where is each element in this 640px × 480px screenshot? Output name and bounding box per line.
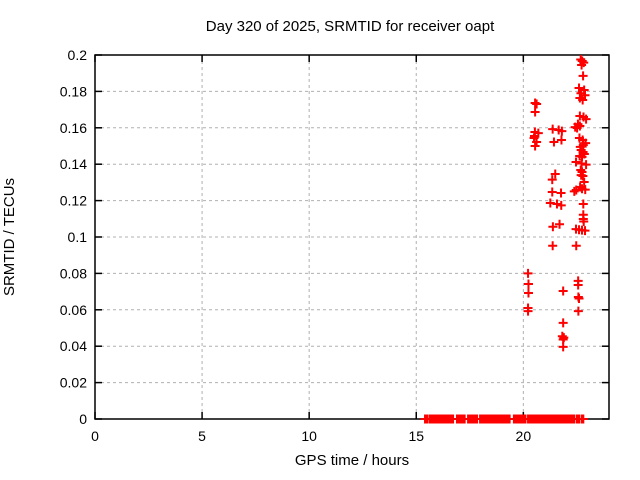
chart-title: Day 320 of 2025, SRMTID for receiver oap… xyxy=(206,18,495,35)
data-point-marker xyxy=(549,137,559,147)
x-tick-label: 5 xyxy=(198,428,206,444)
data-point-marker xyxy=(572,123,582,133)
x-tick-label: 10 xyxy=(301,428,317,444)
data-point-marker xyxy=(578,71,588,81)
y-tick-label: 0.06 xyxy=(60,302,87,318)
data-point-marker xyxy=(548,241,558,251)
data-point-marker xyxy=(580,90,590,100)
data-point-marker xyxy=(579,217,589,227)
data-point-marker xyxy=(550,169,560,179)
data-point-marker xyxy=(523,279,533,289)
y-tick-label: 0.2 xyxy=(68,47,88,63)
y-tick-label: 0.14 xyxy=(60,156,87,172)
plot-border xyxy=(94,54,610,420)
data-point-marker xyxy=(545,198,555,208)
data-point-marker xyxy=(574,83,584,93)
data-point-marker xyxy=(578,199,588,209)
data-point-marker xyxy=(574,294,584,304)
data-point-marker xyxy=(523,306,533,316)
data-point-marker xyxy=(532,137,542,147)
data-point-marker xyxy=(558,286,568,296)
data-point-marker xyxy=(552,199,562,209)
y-tick-label: 0 xyxy=(79,411,87,427)
y-tick-label: 0.02 xyxy=(60,375,87,391)
data-point-marker xyxy=(556,188,566,198)
gridlines xyxy=(95,55,609,419)
x-tick-labels: 0 5 10 15 20 xyxy=(91,428,531,444)
data-point-marker xyxy=(556,135,566,145)
data-point-marker xyxy=(573,280,583,290)
x-axis-label: GPS time / hours xyxy=(295,452,409,469)
data-point-marker xyxy=(573,306,583,316)
y-axis-label: SRMTID / TECUs xyxy=(1,178,18,296)
data-point-marker xyxy=(580,185,590,195)
data-point-marker xyxy=(547,175,557,185)
y-tick-label: 0.18 xyxy=(60,83,87,99)
data-point-marker xyxy=(556,200,566,210)
y-tick-label: 0.1 xyxy=(68,229,88,245)
data-point-marker xyxy=(548,222,558,232)
data-point-marker xyxy=(578,171,588,181)
data-point-marker xyxy=(575,182,585,192)
data-point-marker xyxy=(557,126,567,136)
data-point-marker xyxy=(558,342,568,352)
data-point-marker xyxy=(580,226,590,236)
data-point-marker xyxy=(578,95,588,105)
data-point-marker xyxy=(523,288,533,298)
y-tick-label: 0.16 xyxy=(60,120,87,136)
y-tick-labels: 0 0.02 0.04 0.06 0.08 0.1 0.12 0.14 0.16 0.18 0.2 xyxy=(60,47,87,427)
data-point-marker xyxy=(581,160,591,170)
data-point-marker xyxy=(558,318,568,328)
axis-ticks xyxy=(94,54,609,420)
data-point-marker xyxy=(569,186,579,196)
x-tick-label: 20 xyxy=(516,428,532,444)
data-points xyxy=(420,55,591,424)
data-point-marker xyxy=(547,187,557,197)
data-point-marker xyxy=(577,60,587,70)
y-tick-label: 0.12 xyxy=(60,193,87,209)
x-tick-label: 0 xyxy=(91,428,99,444)
data-point-marker xyxy=(578,414,588,424)
data-point-marker xyxy=(581,114,591,124)
data-point-marker xyxy=(555,219,565,229)
x-tick-label: 15 xyxy=(408,428,424,444)
y-tick-label: 0.04 xyxy=(60,338,87,354)
data-point-marker xyxy=(530,141,540,151)
data-point-marker xyxy=(532,99,542,109)
y-tick-label: 0.08 xyxy=(60,265,87,281)
data-point-marker xyxy=(579,177,589,187)
data-point-marker xyxy=(530,107,540,117)
data-point-marker xyxy=(571,157,581,167)
data-point-marker xyxy=(523,268,533,278)
data-point-marker xyxy=(571,241,581,251)
